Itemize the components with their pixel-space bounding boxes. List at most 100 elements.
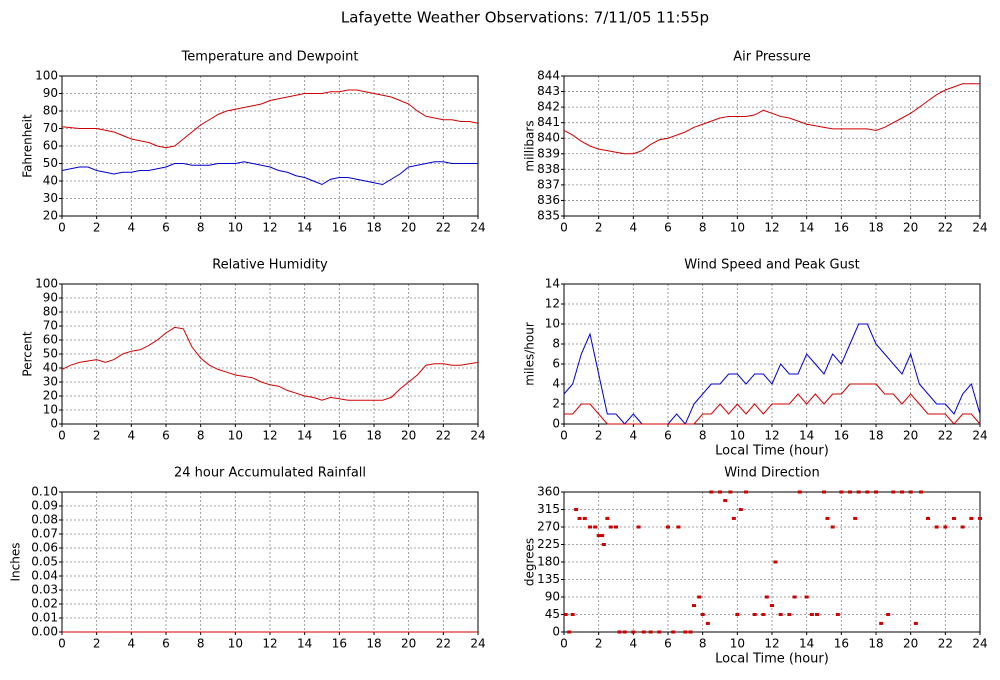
x-tick-label: 14 xyxy=(297,637,312,651)
x-tick-label: 18 xyxy=(868,429,883,443)
x-tick-label: 6 xyxy=(664,221,672,235)
x-tick-label: 0 xyxy=(560,221,568,235)
data-point xyxy=(738,508,743,511)
x-tick-label: 6 xyxy=(664,637,672,651)
data-point xyxy=(770,604,774,608)
y-tick-label: 0 xyxy=(552,625,560,639)
x-tick-label: 4 xyxy=(630,221,638,235)
data-point xyxy=(825,516,830,520)
y-tick-label: 841 xyxy=(537,115,560,129)
data-point xyxy=(577,516,582,520)
x-tick-label: 22 xyxy=(938,637,953,651)
y-tick-label: 315 xyxy=(537,502,560,516)
y-tick-label: 30 xyxy=(43,191,58,205)
y-axis-label: degrees xyxy=(523,538,537,586)
x-tick-label: 24 xyxy=(470,221,485,235)
data-point xyxy=(787,613,792,616)
y-tick-label: 836 xyxy=(537,193,560,207)
y-tick-label: 70 xyxy=(43,121,58,135)
y-tick-label: 840 xyxy=(537,131,560,145)
x-tick-label: 22 xyxy=(938,429,953,443)
x-tick-label: 8 xyxy=(699,221,707,235)
data-point xyxy=(636,525,641,529)
y-tick-label: 0 xyxy=(50,417,58,431)
x-tick-label: 2 xyxy=(93,221,101,235)
data-point xyxy=(960,525,965,529)
y-tick-label: 0.09 xyxy=(31,499,58,513)
x-tick-label: 6 xyxy=(162,429,170,443)
data-point xyxy=(582,516,587,520)
data-line xyxy=(61,89,479,149)
y-tick-label: 8 xyxy=(552,337,560,351)
data-line xyxy=(61,326,479,401)
x-tick-label: 22 xyxy=(938,221,953,235)
data-point xyxy=(926,516,930,520)
x-tick-label: 22 xyxy=(436,221,451,235)
y-axis-label: Percent xyxy=(21,331,35,376)
data-point xyxy=(697,595,702,599)
x-tick-label: 22 xyxy=(436,637,451,651)
data-point xyxy=(856,490,861,494)
x-tick-label: 14 xyxy=(799,637,814,651)
x-tick-label: 6 xyxy=(664,429,672,443)
plot-border xyxy=(563,491,981,633)
plot-border xyxy=(61,75,479,217)
x-tick-label: 24 xyxy=(972,637,987,651)
y-tick-label: 10 xyxy=(43,403,58,417)
data-point xyxy=(744,490,748,494)
data-point xyxy=(822,490,826,494)
x-tick-label: 18 xyxy=(868,221,883,235)
x-tick-label: 18 xyxy=(868,637,883,651)
y-tick-label: 100 xyxy=(35,69,58,83)
data-point xyxy=(969,516,974,520)
x-tick-label: 20 xyxy=(903,637,918,651)
data-line xyxy=(563,323,981,425)
data-point xyxy=(605,516,610,520)
x-tick-label: 8 xyxy=(699,637,707,651)
y-tick-label: 0.08 xyxy=(31,513,58,527)
data-point xyxy=(728,490,733,494)
y-tick-label: 844 xyxy=(537,69,560,83)
y-axis-label: miles/hour xyxy=(523,322,537,386)
data-point xyxy=(648,630,653,634)
x-tick-label: 4 xyxy=(128,221,136,235)
data-point xyxy=(563,613,568,616)
data-point xyxy=(588,525,592,529)
y-tick-label: 135 xyxy=(537,572,560,586)
y-tick-label: 100 xyxy=(35,277,58,291)
y-tick-label: 30 xyxy=(43,375,58,389)
data-point xyxy=(570,613,575,616)
y-axis-label: Fahrenheit xyxy=(21,114,35,178)
data-point xyxy=(908,490,913,494)
x-tick-label: 10 xyxy=(730,637,745,651)
chart-title: Temperature and Dewpoint xyxy=(181,50,359,65)
y-tick-label: 0.00 xyxy=(31,625,58,639)
y-tick-label: 0.01 xyxy=(31,611,58,625)
x-tick-label: 14 xyxy=(799,221,814,235)
x-tick-label: 0 xyxy=(58,637,66,651)
y-axis-label: millibars xyxy=(523,120,537,171)
data-point xyxy=(593,525,598,529)
x-tick-label: 2 xyxy=(595,637,603,651)
data-point xyxy=(622,630,627,634)
x-tick-label: 4 xyxy=(128,429,136,443)
data-point xyxy=(913,621,918,625)
data-line xyxy=(61,161,478,186)
data-point xyxy=(891,490,896,494)
y-tick-label: 70 xyxy=(43,319,58,333)
y-tick-label: 10 xyxy=(545,317,560,331)
x-tick-label: 8 xyxy=(197,637,205,651)
y-tick-label: 225 xyxy=(537,537,560,551)
data-point xyxy=(608,525,613,529)
data-point xyxy=(934,525,939,529)
data-line xyxy=(563,83,980,155)
y-tick-label: 838 xyxy=(537,162,560,176)
y-tick-label: 90 xyxy=(545,590,560,604)
data-point xyxy=(600,534,605,538)
x-tick-label: 2 xyxy=(595,429,603,443)
data-point xyxy=(839,490,844,494)
x-tick-label: 10 xyxy=(730,429,745,443)
y-tick-label: 0.06 xyxy=(31,541,58,555)
x-tick-label: 4 xyxy=(630,429,638,443)
